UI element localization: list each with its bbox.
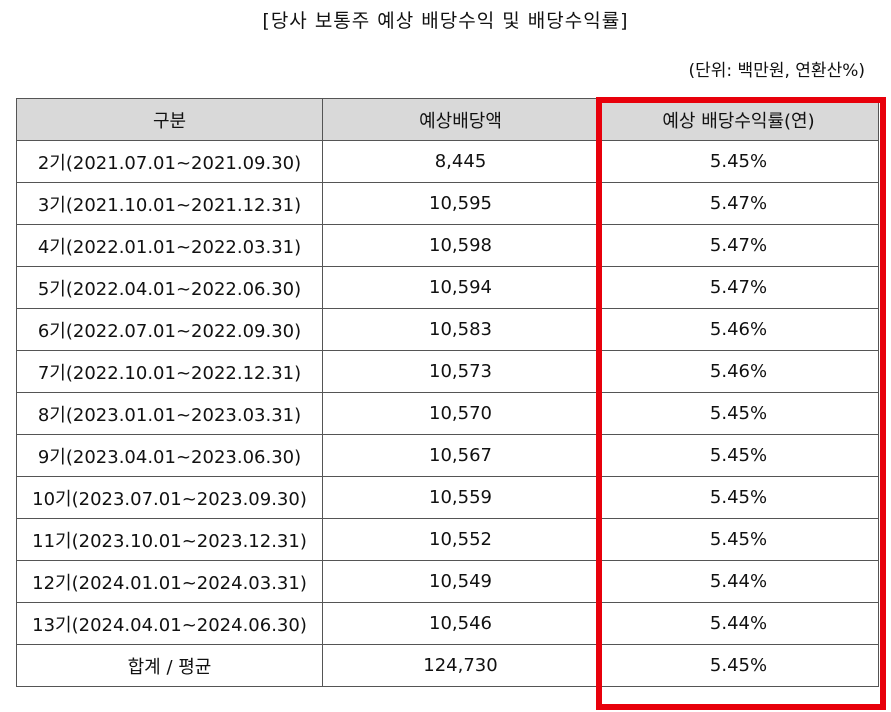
table-row: 5기(2022.04.01~2022.06.30) 10,594 5.47% [16,266,879,309]
yield-cell: 5.45% [598,476,879,519]
dividend-table: 구분 예상배당액 예상 배당수익률(연) 2기(2021.07.01~2021.… [16,98,879,687]
header-period: 구분 [16,98,323,141]
yield-cell: 5.47% [598,266,879,309]
dividend-cell: 10,598 [322,224,599,267]
dividend-cell: 10,583 [322,308,599,351]
dividend-cell: 10,573 [322,350,599,393]
dividend-cell: 10,567 [322,434,599,477]
period-cell: 10기(2023.07.01~2023.09.30) [16,476,323,519]
header-expected-dividend: 예상배당액 [322,98,599,141]
period-cell: 6기(2022.07.01~2022.09.30) [16,308,323,351]
yield-cell: 5.47% [598,182,879,225]
dividend-cell: 10,594 [322,266,599,309]
dividend-cell: 10,549 [322,560,599,603]
yield-cell: 5.44% [598,560,879,603]
table-header-row: 구분 예상배당액 예상 배당수익률(연) [16,98,879,141]
table-row: 9기(2023.04.01~2023.06.30) 10,567 5.45% [16,434,879,477]
period-cell: 2기(2021.07.01~2021.09.30) [16,140,323,183]
dividend-cell: 10,559 [322,476,599,519]
table-row: 10기(2023.07.01~2023.09.30) 10,559 5.45% [16,476,879,519]
yield-cell: 5.46% [598,308,879,351]
unit-note: (단위: 백만원, 연환산%) [688,61,865,81]
yield-cell: 5.44% [598,602,879,645]
dividend-cell: 10,570 [322,392,599,435]
dividend-cell: 8,445 [322,140,599,183]
period-cell: 5기(2022.04.01~2022.06.30) [16,266,323,309]
dividend-cell: 10,595 [322,182,599,225]
table-row: 11기(2023.10.01~2023.12.31) 10,552 5.45% [16,518,879,561]
total-dividend-cell: 124,730 [322,644,599,687]
table-row: 3기(2021.10.01~2021.12.31) 10,595 5.47% [16,182,879,225]
table-row: 12기(2024.01.01~2024.03.31) 10,549 5.44% [16,560,879,603]
yield-cell: 5.46% [598,350,879,393]
period-cell: 12기(2024.01.01~2024.03.31) [16,560,323,603]
total-row: 합계 / 평균 124,730 5.45% [16,644,879,687]
yield-cell: 5.45% [598,392,879,435]
table-row: 13기(2024.04.01~2024.06.30) 10,546 5.44% [16,602,879,645]
period-cell: 4기(2022.01.01~2022.03.31) [16,224,323,267]
dividend-cell: 10,552 [322,518,599,561]
period-cell: 9기(2023.04.01~2023.06.30) [16,434,323,477]
document-title: [당사 보통주 예상 배당수익 및 배당수익률] [262,10,629,32]
table-row: 4기(2022.01.01~2022.03.31) 10,598 5.47% [16,224,879,267]
period-cell: 8기(2023.01.01~2023.03.31) [16,392,323,435]
average-yield-cell: 5.45% [598,644,879,687]
table-row: 7기(2022.10.01~2022.12.31) 10,573 5.46% [16,350,879,393]
period-cell: 7기(2022.10.01~2022.12.31) [16,350,323,393]
yield-cell: 5.45% [598,140,879,183]
dividend-cell: 10,546 [322,602,599,645]
yield-cell: 5.45% [598,518,879,561]
total-label-cell: 합계 / 평균 [16,644,323,687]
period-cell: 3기(2021.10.01~2021.12.31) [16,182,323,225]
table-row: 2기(2021.07.01~2021.09.30) 8,445 5.45% [16,140,879,183]
header-expected-yield: 예상 배당수익률(연) [598,98,879,141]
table-row: 8기(2023.01.01~2023.03.31) 10,570 5.45% [16,392,879,435]
yield-cell: 5.47% [598,224,879,267]
table-row: 6기(2022.07.01~2022.09.30) 10,583 5.46% [16,308,879,351]
period-cell: 11기(2023.10.01~2023.12.31) [16,518,323,561]
yield-cell: 5.45% [598,434,879,477]
period-cell: 13기(2024.04.01~2024.06.30) [16,602,323,645]
